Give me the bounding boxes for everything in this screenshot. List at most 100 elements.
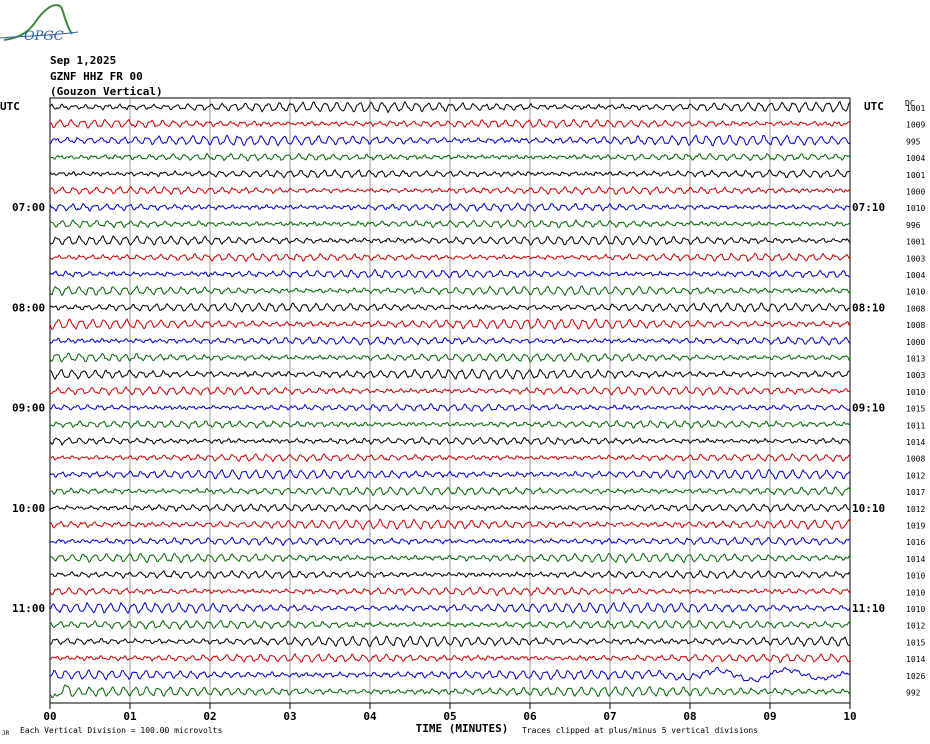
dc-offset-label: 1017 (906, 488, 925, 497)
trace-row (49, 635, 851, 648)
trace-row (49, 569, 851, 580)
dc-offset-label: 1012 (906, 471, 925, 480)
corner-mark: JR (2, 730, 10, 737)
dc-offset-label: 1001 (906, 238, 925, 247)
trace-row (49, 352, 851, 363)
header-date: Sep 1,2025 (50, 54, 117, 67)
header-channel: GZNF HHZ FR 00 (50, 70, 143, 83)
right-utc-label: UTC (864, 100, 884, 113)
dc-offset-label: 1012 (906, 622, 925, 631)
logo-text: OPGC (24, 29, 64, 44)
dc-offset-label: 1000 (906, 338, 925, 347)
dc-label: DC (905, 99, 915, 108)
dc-offset-label: 1014 (906, 438, 925, 447)
x-tick-label: 08 (683, 710, 696, 723)
trace-row (49, 134, 851, 147)
x-tick-label: 00 (43, 710, 56, 723)
x-tick-label: 04 (363, 710, 377, 723)
trace-row (49, 402, 851, 413)
dc-offset-label: 1010 (906, 572, 925, 581)
trace-row (49, 436, 851, 446)
opgc-logo: OPGC (0, 4, 79, 44)
logo-mountain-curve (3, 4, 73, 41)
header-site: (Gouzon Vertical) (50, 85, 163, 98)
trace-row (49, 486, 851, 497)
trace-row (49, 368, 851, 381)
dc-offset-label: 1012 (906, 505, 925, 514)
x-tick-label: 03 (283, 710, 296, 723)
dc-offset-label: 1015 (906, 638, 925, 647)
dc-offset-label: 1010 (906, 605, 925, 614)
right-time-label: 09:10 (852, 402, 885, 415)
dc-offset-label: 1008 (906, 304, 925, 313)
trace-row (49, 652, 851, 664)
dc-offset-label: 1019 (906, 522, 925, 531)
trace-row (49, 285, 851, 297)
dc-offset-label: 1010 (906, 588, 925, 597)
trace-row (49, 536, 851, 547)
dc-offset-label: 1004 (906, 271, 925, 280)
dc-offset-label: 995 (906, 137, 921, 146)
trace-row (49, 169, 851, 179)
dc-offset-label: 1001 (906, 171, 925, 180)
dc-offset-label: 1026 (906, 672, 925, 681)
dc-offset-label: 1015 (906, 405, 925, 414)
dc-offset-label: 1003 (906, 371, 925, 380)
trace-row (49, 118, 851, 129)
trace-row (49, 666, 851, 683)
trace-row (49, 152, 851, 162)
trace-row (49, 268, 851, 279)
trace-row (49, 453, 851, 463)
left-utc-label: UTC (0, 100, 20, 113)
dc-offset-label: 1009 (906, 121, 925, 130)
right-time-label: 08:10 (852, 301, 885, 314)
dc-offset-label: 1008 (906, 321, 925, 330)
left-time-label: 11:00 (12, 602, 45, 615)
dc-offset-label: 1010 (906, 204, 925, 213)
dc-offset-label: 1011 (906, 421, 925, 430)
right-time-label: 07:10 (852, 201, 885, 214)
x-tick-label: 01 (123, 710, 137, 723)
trace-row (49, 586, 851, 597)
right-time-label: 10:10 (852, 502, 885, 515)
trace-row (49, 318, 851, 331)
trace-row (49, 503, 851, 513)
x-tick-label: 05 (443, 710, 456, 723)
left-time-label: 07:00 (12, 201, 45, 214)
x-tick-label: 02 (203, 710, 216, 723)
trace-row (49, 100, 851, 114)
dc-offset-label: 1014 (906, 655, 925, 664)
trace-row (49, 202, 851, 213)
x-tick-label: 07 (603, 710, 616, 723)
trace-row (49, 335, 851, 346)
dc-offset-label: 1010 (906, 288, 925, 297)
x-axis-label: TIME (MINUTES) (416, 722, 509, 735)
dc-offset-label: 992 (906, 689, 921, 698)
trace-row (49, 185, 851, 196)
trace-row (49, 385, 851, 397)
dc-offset-label: 1000 (906, 188, 925, 197)
trace-row (49, 601, 851, 615)
x-tick-label: 06 (523, 710, 537, 723)
clip-note: Traces clipped at plus/minus 5 vertical … (522, 726, 759, 735)
dc-offset-label: 996 (906, 221, 921, 230)
scale-note: Each Vertical Division = 100.00 microvol… (20, 726, 223, 735)
trace-row (49, 252, 851, 263)
trace-row (49, 684, 851, 699)
dc-offset-label: 1003 (906, 254, 925, 263)
trace-row (49, 234, 851, 246)
dc-offset-label: 1001 (906, 104, 925, 113)
left-time-label: 08:00 (12, 301, 45, 314)
trace-row (49, 468, 851, 481)
left-time-label: 09:00 (12, 402, 45, 415)
trace-row (49, 552, 851, 564)
dc-offset-label: 1008 (906, 455, 925, 464)
dc-offset-label: 1014 (906, 555, 925, 564)
right-time-label: 11:10 (852, 602, 885, 615)
trace-row (49, 518, 851, 531)
x-tick-label: 10 (843, 710, 856, 723)
dc-offset-label: 1004 (906, 154, 925, 163)
trace-row (49, 619, 851, 631)
trace-row (49, 218, 851, 229)
